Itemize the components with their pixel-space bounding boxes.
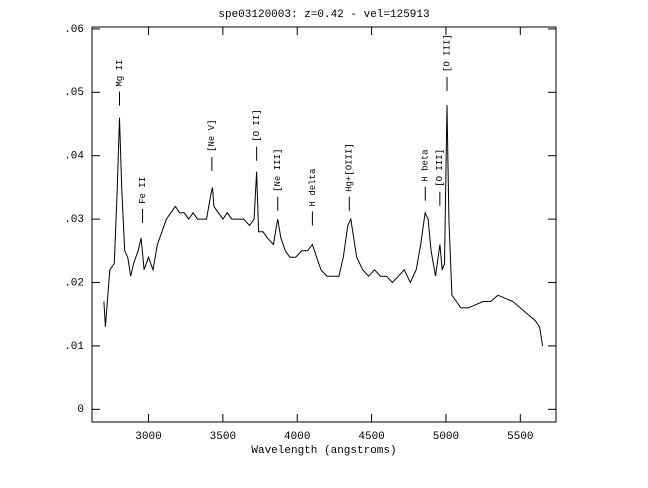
x-tick-label: 4000	[284, 431, 310, 443]
annotation: [O III]	[442, 34, 452, 72]
x-tick-label: 5000	[433, 431, 459, 443]
y-tick-label: .02	[64, 277, 84, 289]
x-tick-label: 3000	[135, 431, 161, 443]
annotation: [Ne III]	[273, 149, 283, 192]
x-axis-label: Wavelength (angstroms)	[251, 445, 396, 457]
chart-title: spe03120003: z=0.42 - vel=125913	[218, 9, 429, 21]
annotation: [O III]	[435, 149, 445, 187]
annotation: Fe II	[138, 177, 148, 204]
annotation: H delta	[308, 168, 318, 206]
y-tick-label: .04	[64, 151, 84, 163]
x-tick-label: 4500	[358, 431, 384, 443]
y-tick-label: .01	[64, 341, 84, 353]
y-tick-label: 0	[77, 404, 84, 416]
x-tick-label: 5500	[507, 431, 533, 443]
y-tick-label: .03	[64, 214, 84, 226]
y-tick-label: .05	[64, 87, 84, 99]
annotation: [O II]	[252, 109, 262, 141]
y-tick-label: .06	[64, 24, 84, 36]
annotation: H beta	[421, 149, 431, 182]
annotation: Mg II	[115, 60, 125, 87]
plot-frame	[91, 26, 557, 423]
annotation: Hg+[OIII]	[345, 143, 355, 192]
x-tick-label: 3500	[210, 431, 236, 443]
spectrum-line	[103, 104, 544, 346]
annotation: [Ne V]	[207, 120, 217, 152]
